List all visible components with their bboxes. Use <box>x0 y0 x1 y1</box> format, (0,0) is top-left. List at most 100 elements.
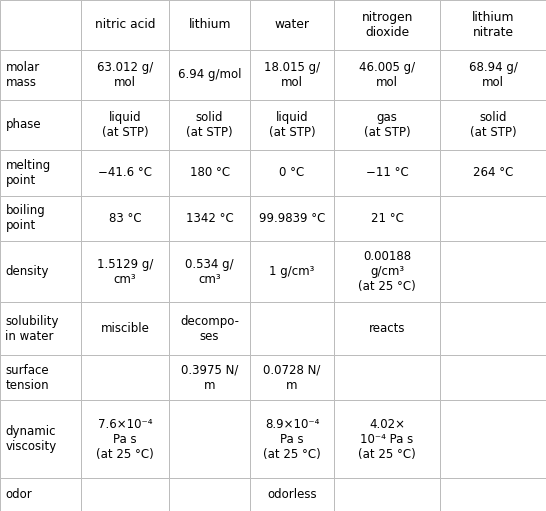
Text: 99.9839 °C: 99.9839 °C <box>259 212 325 225</box>
Bar <box>169 478 250 511</box>
Bar <box>81 150 169 196</box>
Bar <box>81 100 169 150</box>
Text: 1342 °C: 1342 °C <box>186 212 234 225</box>
Bar <box>440 0 546 50</box>
Text: molar
mass: molar mass <box>5 61 40 89</box>
Text: dynamic
viscosity: dynamic viscosity <box>5 425 57 453</box>
Text: miscible: miscible <box>100 322 150 335</box>
Text: 4.02×
10⁻⁴ Pa s
(at 25 °C): 4.02× 10⁻⁴ Pa s (at 25 °C) <box>358 418 416 461</box>
Bar <box>169 241 250 302</box>
Text: decompo-
ses: decompo- ses <box>180 315 239 342</box>
Text: 68.94 g/
mol: 68.94 g/ mol <box>468 61 518 89</box>
Bar <box>250 0 334 50</box>
Bar <box>0 302 81 355</box>
Bar <box>440 241 546 302</box>
Text: 7.6×10⁻⁴
Pa s
(at 25 °C): 7.6×10⁻⁴ Pa s (at 25 °C) <box>96 418 154 461</box>
Bar <box>0 401 81 478</box>
Bar <box>440 478 546 511</box>
Bar <box>250 478 334 511</box>
Bar <box>81 50 169 100</box>
Bar <box>169 50 250 100</box>
Text: solid
(at STP): solid (at STP) <box>186 111 233 139</box>
Text: 1 g/cm³: 1 g/cm³ <box>269 265 315 278</box>
Bar <box>334 50 440 100</box>
Bar <box>334 150 440 196</box>
Text: 46.005 g/
mol: 46.005 g/ mol <box>359 61 415 89</box>
Bar <box>81 401 169 478</box>
Bar <box>169 0 250 50</box>
Text: solubility
in water: solubility in water <box>5 315 59 342</box>
Text: −11 °C: −11 °C <box>366 166 408 179</box>
Text: water: water <box>275 18 310 32</box>
Text: 8.9×10⁻⁴
Pa s
(at 25 °C): 8.9×10⁻⁴ Pa s (at 25 °C) <box>263 418 321 461</box>
Bar <box>334 196 440 241</box>
Text: density: density <box>5 265 49 278</box>
Bar <box>250 355 334 401</box>
Bar <box>334 0 440 50</box>
Bar <box>0 150 81 196</box>
Bar <box>81 196 169 241</box>
Bar <box>250 50 334 100</box>
Text: 1.5129 g/
cm³: 1.5129 g/ cm³ <box>97 258 153 286</box>
Bar <box>250 241 334 302</box>
Bar <box>169 401 250 478</box>
Text: 21 °C: 21 °C <box>371 212 403 225</box>
Text: 83 °C: 83 °C <box>109 212 141 225</box>
Text: reacts: reacts <box>369 322 405 335</box>
Bar <box>250 302 334 355</box>
Bar <box>169 196 250 241</box>
Text: phase: phase <box>5 119 41 131</box>
Text: liquid
(at STP): liquid (at STP) <box>102 111 149 139</box>
Text: gas
(at STP): gas (at STP) <box>364 111 411 139</box>
Bar <box>81 478 169 511</box>
Bar <box>81 302 169 355</box>
Text: 180 °C: 180 °C <box>189 166 230 179</box>
Text: 63.012 g/
mol: 63.012 g/ mol <box>97 61 153 89</box>
Bar <box>169 100 250 150</box>
Bar <box>169 150 250 196</box>
Text: liquid
(at STP): liquid (at STP) <box>269 111 316 139</box>
Bar <box>169 355 250 401</box>
Bar <box>334 241 440 302</box>
Bar <box>334 100 440 150</box>
Bar <box>81 0 169 50</box>
Text: melting
point: melting point <box>5 159 51 187</box>
Bar <box>0 196 81 241</box>
Bar <box>440 302 546 355</box>
Bar <box>0 241 81 302</box>
Text: odor: odor <box>5 488 32 501</box>
Text: 0.0728 N/
m: 0.0728 N/ m <box>263 364 321 392</box>
Bar <box>169 302 250 355</box>
Bar <box>440 401 546 478</box>
Text: nitrogen
dioxide: nitrogen dioxide <box>361 11 413 39</box>
Text: 264 °C: 264 °C <box>473 166 513 179</box>
Text: 18.015 g/
mol: 18.015 g/ mol <box>264 61 320 89</box>
Text: 6.94 g/mol: 6.94 g/mol <box>178 68 241 81</box>
Text: odorless: odorless <box>268 488 317 501</box>
Bar <box>440 355 546 401</box>
Bar <box>0 355 81 401</box>
Bar <box>0 478 81 511</box>
Bar <box>334 478 440 511</box>
Text: 0 °C: 0 °C <box>280 166 305 179</box>
Bar <box>440 196 546 241</box>
Bar <box>0 0 81 50</box>
Text: −41.6 °C: −41.6 °C <box>98 166 152 179</box>
Bar <box>334 355 440 401</box>
Text: lithium
nitrate: lithium nitrate <box>472 11 514 39</box>
Bar <box>440 150 546 196</box>
Bar <box>250 401 334 478</box>
Bar <box>81 355 169 401</box>
Bar <box>334 401 440 478</box>
Text: lithium: lithium <box>188 18 231 32</box>
Bar <box>250 196 334 241</box>
Bar <box>440 50 546 100</box>
Text: surface
tension: surface tension <box>5 364 49 392</box>
Text: nitric acid: nitric acid <box>95 18 155 32</box>
Bar <box>0 50 81 100</box>
Bar <box>440 100 546 150</box>
Bar <box>0 100 81 150</box>
Bar <box>81 241 169 302</box>
Text: 0.00188
g/cm³
(at 25 °C): 0.00188 g/cm³ (at 25 °C) <box>358 250 416 293</box>
Text: boiling
point: boiling point <box>5 204 45 233</box>
